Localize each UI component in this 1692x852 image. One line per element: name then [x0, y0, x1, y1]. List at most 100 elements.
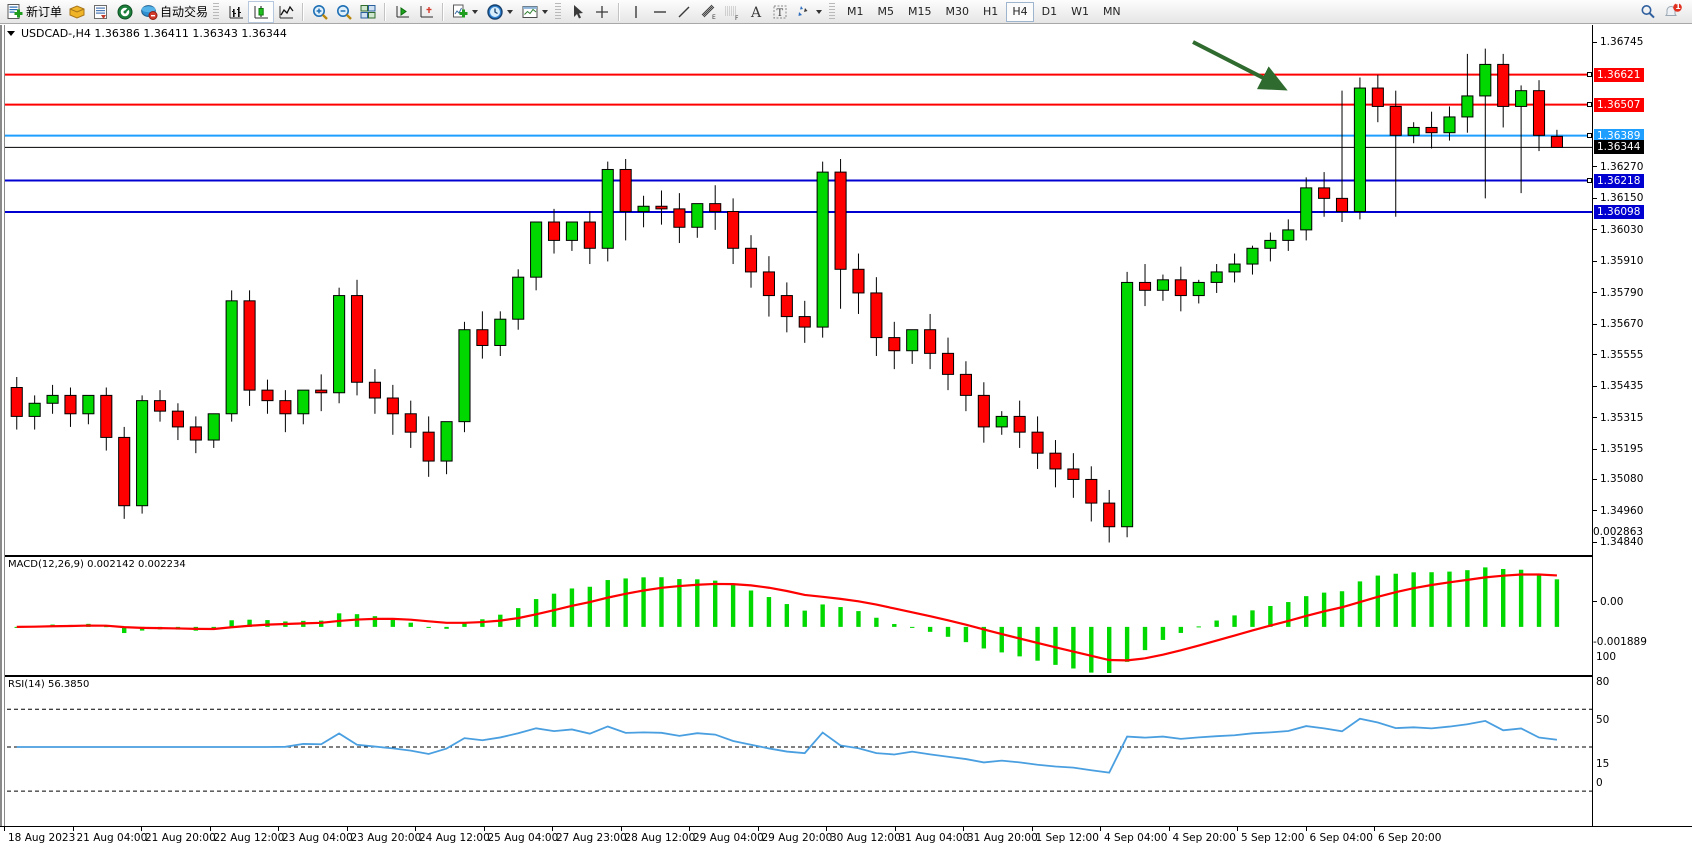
auto-scroll-button[interactable]	[390, 1, 414, 23]
price-tick: 1.35555	[1593, 349, 1692, 361]
crosshair-button[interactable]	[590, 1, 614, 23]
toolbar-separator-4	[618, 2, 621, 21]
candlestick	[780, 282, 793, 333]
candlestick	[1550, 129, 1563, 148]
notifications-button[interactable]: 1	[1660, 1, 1686, 23]
candlestick	[888, 321, 901, 370]
candlestick	[1228, 253, 1241, 283]
autotrading-label: 自动交易	[160, 5, 209, 19]
timeframe-button-m5[interactable]: M5	[877, 5, 895, 18]
chart-area[interactable]: USDCAD-,H4 1.36386 1.36411 1.36343 1.363…	[0, 25, 1692, 852]
horizontal-line-button[interactable]	[648, 1, 672, 23]
save-profile-button[interactable]	[65, 1, 89, 23]
candlestick	[744, 235, 758, 288]
macd-histogram-bar	[695, 579, 700, 627]
macd-signal-line	[16, 573, 1557, 662]
candlestick-chart-button[interactable]	[248, 0, 275, 23]
toolbar-grip[interactable]	[213, 2, 220, 21]
price-scale[interactable]: 1.36745 1.36270 1.36150 1.36030 1.35910 1.357…	[1587, 25, 1692, 852]
bar-chart-button[interactable]	[224, 1, 248, 23]
timeframe-button-d1[interactable]: D1	[1041, 5, 1058, 18]
line-chart-button[interactable]	[274, 1, 298, 23]
timeframe-button-m15[interactable]: M15	[908, 5, 932, 18]
shapes-icon	[795, 3, 813, 21]
macd-histogram-bar	[766, 597, 772, 627]
toolbar-grip-3[interactable]	[829, 2, 836, 21]
text-label-button[interactable]: T	[768, 1, 792, 23]
macd-histogram-bar	[945, 626, 951, 637]
candlestick	[1532, 80, 1546, 152]
timeframe-button-h4[interactable]: H4	[1006, 1, 1034, 22]
price-tag-support[interactable]: 1.36098	[1594, 205, 1645, 220]
search-button[interactable]	[1636, 1, 1660, 23]
macd-histogram-bar	[1160, 626, 1166, 640]
candlestick	[315, 374, 328, 412]
fibonacci-button[interactable]: F	[720, 1, 744, 23]
period-dropdown-arrow[interactable]	[507, 9, 514, 14]
new-order-button[interactable]: 新订单	[3, 1, 65, 23]
price-tag-support[interactable]: 1.36218	[1587, 173, 1645, 188]
price-pane[interactable]: USDCAD-,H4 1.36386 1.36411 1.36343 1.363…	[0, 25, 1692, 553]
candlestick-chart-icon	[252, 3, 270, 21]
price-tag-resistance[interactable]: 1.36507	[1587, 97, 1645, 112]
timeframe-button-h1[interactable]: H1	[983, 5, 999, 18]
price-tag-handle-icon[interactable]	[1587, 71, 1592, 77]
price-tag-handle-icon[interactable]	[1587, 101, 1592, 107]
rsi-pane[interactable]: RSI(14) 56.3850	[0, 675, 1692, 817]
macd-pane[interactable]: MACD(12,26,9) 0.002142 0.002234	[0, 555, 1692, 673]
price-tick: 1.35670	[1593, 318, 1692, 330]
cursor-button[interactable]	[566, 1, 590, 23]
templates-dropdown-arrow[interactable]	[542, 9, 549, 14]
timeframe-button-mn[interactable]: MN	[1102, 5, 1121, 18]
down-trend-arrow[interactable]	[1192, 40, 1288, 91]
timeframe-button-m1[interactable]: M1	[847, 5, 864, 18]
symbol-caret-icon[interactable]	[7, 31, 15, 36]
macd-histogram-bar	[1465, 570, 1470, 627]
tile-windows-button[interactable]	[356, 1, 380, 23]
connect-button[interactable]	[113, 1, 137, 23]
price-tag-bid[interactable]: 1.36389	[1587, 128, 1645, 143]
price-candlestick-plot[interactable]	[0, 25, 1592, 553]
rsi-label: RSI(14) 56.3850	[8, 679, 90, 690]
new-indicator-dropdown-arrow[interactable]	[472, 9, 479, 14]
rsi-plot[interactable]	[0, 677, 1592, 817]
candlestick	[1353, 77, 1366, 220]
candlestick	[1049, 440, 1062, 488]
price-tag-resistance[interactable]: 1.36621	[1587, 67, 1645, 82]
candlestick	[82, 394, 95, 425]
macd-histogram-bar	[1232, 615, 1237, 627]
shapes-button[interactable]	[792, 1, 827, 23]
candlestick	[458, 321, 471, 433]
candlestick	[1121, 271, 1134, 538]
candlestick	[583, 211, 596, 265]
chart-shift-button[interactable]	[414, 1, 438, 23]
price-tag-handle-icon[interactable]	[1587, 132, 1592, 138]
price-tick: 1.35195	[1593, 443, 1692, 455]
zoom-out-button[interactable]	[332, 1, 356, 23]
price-tag-handle-icon[interactable]	[1587, 177, 1592, 183]
candlestick	[1246, 245, 1259, 275]
candlestick	[1318, 172, 1331, 217]
timeframe-button-m30[interactable]: M30	[945, 5, 970, 18]
trendline-button[interactable]	[672, 1, 696, 23]
new-indicator-button[interactable]	[448, 1, 483, 23]
time-scale[interactable]: 18 Aug 2023 21 Aug 04:00 21 Aug 20:00 22 Au…	[0, 826, 1692, 852]
time-tick: 6 Sep 04:00	[1305, 827, 1373, 844]
macd-histogram-bar	[1142, 626, 1148, 651]
templates-button[interactable]	[518, 1, 553, 23]
vertical-line-button[interactable]	[624, 1, 648, 23]
macd-histogram-bar	[713, 580, 718, 627]
price-tick: 1.35790	[1593, 287, 1692, 299]
toolbar-grip-2[interactable]	[555, 2, 562, 21]
price-tag-ask[interactable]: 1.36344	[1594, 140, 1645, 155]
equidistant-channel-button[interactable]: E	[696, 1, 720, 23]
timeframe-button-w1[interactable]: W1	[1071, 5, 1089, 18]
autotrading-button[interactable]: 自动交易	[137, 1, 211, 23]
period-button[interactable]	[483, 1, 518, 23]
candlestick	[189, 416, 202, 454]
macd-plot[interactable]	[0, 557, 1592, 673]
zoom-in-button[interactable]	[308, 1, 332, 23]
open-data-folder-button[interactable]	[89, 1, 113, 23]
text-button[interactable]: A	[744, 1, 768, 23]
shapes-dropdown-arrow[interactable]	[816, 9, 823, 14]
